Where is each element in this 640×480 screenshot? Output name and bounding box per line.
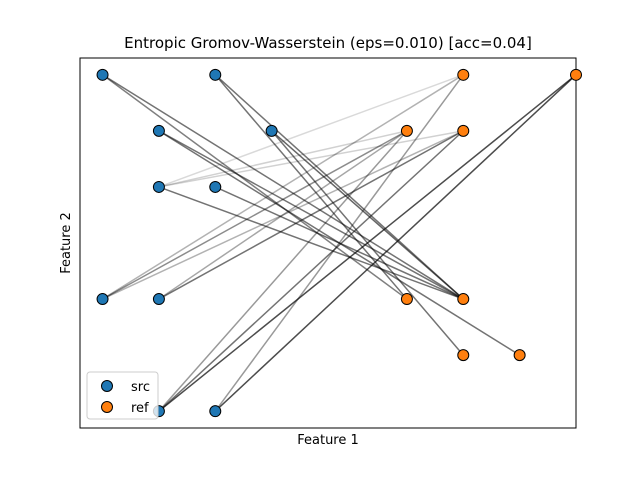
legend: src ref (86, 371, 159, 420)
link-line-1 (214, 74, 464, 300)
legend-label-src: src (131, 380, 150, 395)
src-point-6 (96, 293, 109, 306)
legend-label-ref: ref (131, 401, 149, 416)
src-point-4 (152, 180, 165, 193)
link-line-14 (102, 74, 464, 300)
link-line-21 (158, 130, 464, 412)
src-point-3 (265, 124, 278, 137)
src-point-5 (209, 180, 222, 193)
legend-marker-src (101, 380, 113, 392)
ref-point-7 (513, 349, 526, 362)
link-line-15 (102, 130, 464, 300)
ref-point-5 (457, 293, 470, 306)
ref-point-6 (457, 349, 470, 362)
ref-point-4 (400, 293, 413, 306)
link-line-4 (271, 130, 464, 300)
link-line-18 (158, 74, 577, 412)
src-point-2 (152, 124, 165, 137)
link-line-20 (214, 74, 464, 412)
link-lines (102, 74, 577, 412)
src-point-9 (209, 405, 222, 418)
ref-point-3 (457, 124, 470, 137)
link-line-19 (214, 74, 577, 412)
link-line-13 (102, 130, 408, 300)
link-line-22 (158, 130, 408, 412)
link-line-12 (158, 74, 464, 188)
link-line-10 (158, 130, 408, 188)
ref-point-1 (570, 68, 582, 81)
src-point-7 (152, 293, 165, 306)
src-point-0 (96, 68, 109, 81)
link-line-16 (158, 130, 464, 300)
x-axis-label: Feature 1 (297, 433, 359, 448)
link-line-17 (158, 130, 408, 300)
link-line-8 (158, 186, 464, 300)
legend-marker-ref (101, 401, 113, 413)
src-point-1 (209, 68, 222, 81)
link-line-11 (158, 130, 464, 188)
plot-frame (79, 57, 577, 429)
link-line-7 (102, 74, 408, 300)
scatter-points (96, 68, 582, 418)
ref-point-0 (457, 68, 470, 81)
chart-title: Entropic Gromov-Wasserstein (eps=0.010) … (124, 34, 532, 52)
link-line-9 (214, 186, 464, 300)
link-line-0 (102, 74, 464, 300)
y-axis-label: Feature 2 (59, 212, 74, 274)
ref-point-2 (400, 124, 413, 137)
